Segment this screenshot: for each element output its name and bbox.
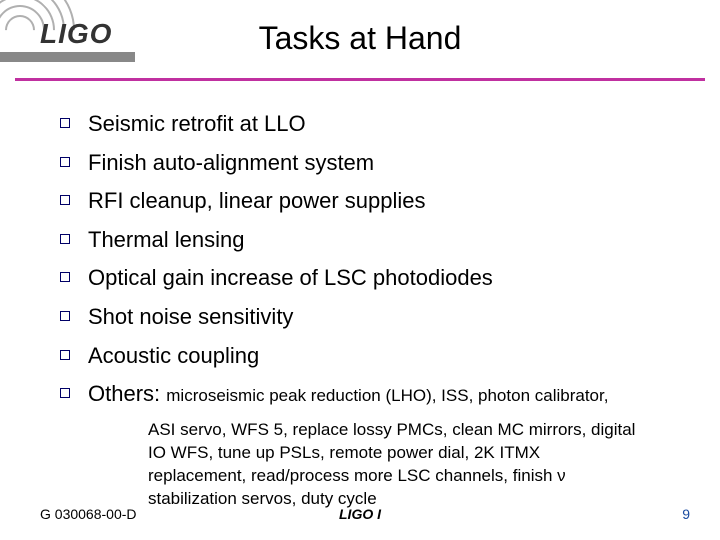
bullet-marker-icon <box>60 195 70 205</box>
bullet-marker-icon <box>60 311 70 321</box>
page-number: 9 <box>682 506 690 522</box>
bullet-marker-icon <box>60 388 70 398</box>
bullet-item: Acoustic coupling <box>60 342 680 371</box>
others-detail-1: microseismic peak reduction (LHO), ISS, … <box>166 386 608 405</box>
bullet-text: RFI cleanup, linear power supplies <box>88 187 426 216</box>
title-underline <box>15 78 705 81</box>
bullet-item-others: Others: microseismic peak reduction (LHO… <box>60 380 680 409</box>
content-area: Seismic retrofit at LLO Finish auto-alig… <box>60 110 680 511</box>
bullet-item: Finish auto-alignment system <box>60 149 680 178</box>
bullet-text: Optical gain increase of LSC photodiodes <box>88 264 493 293</box>
bullet-marker-icon <box>60 350 70 360</box>
bullet-item: Shot noise sensitivity <box>60 303 680 332</box>
bullet-text: Acoustic coupling <box>88 342 259 371</box>
footer-center: LIGO I <box>0 506 720 522</box>
bullet-text: Finish auto-alignment system <box>88 149 374 178</box>
bullet-item: Optical gain increase of LSC photodiodes <box>60 264 680 293</box>
bullet-marker-icon <box>60 234 70 244</box>
slide-title: Tasks at Hand <box>0 20 720 57</box>
bullet-marker-icon <box>60 157 70 167</box>
bullet-item: Thermal lensing <box>60 226 680 255</box>
others-line: Others: microseismic peak reduction (LHO… <box>88 380 608 409</box>
bullet-text: Thermal lensing <box>88 226 245 255</box>
others-label: Others: <box>88 381 160 406</box>
bullet-text: Shot noise sensitivity <box>88 303 293 332</box>
others-detail-rest: ASI servo, WFS 5, replace lossy PMCs, cl… <box>148 419 640 511</box>
bullet-item: Seismic retrofit at LLO <box>60 110 680 139</box>
bullet-item: RFI cleanup, linear power supplies <box>60 187 680 216</box>
bullet-text: Seismic retrofit at LLO <box>88 110 306 139</box>
bullet-marker-icon <box>60 272 70 282</box>
bullet-marker-icon <box>60 118 70 128</box>
